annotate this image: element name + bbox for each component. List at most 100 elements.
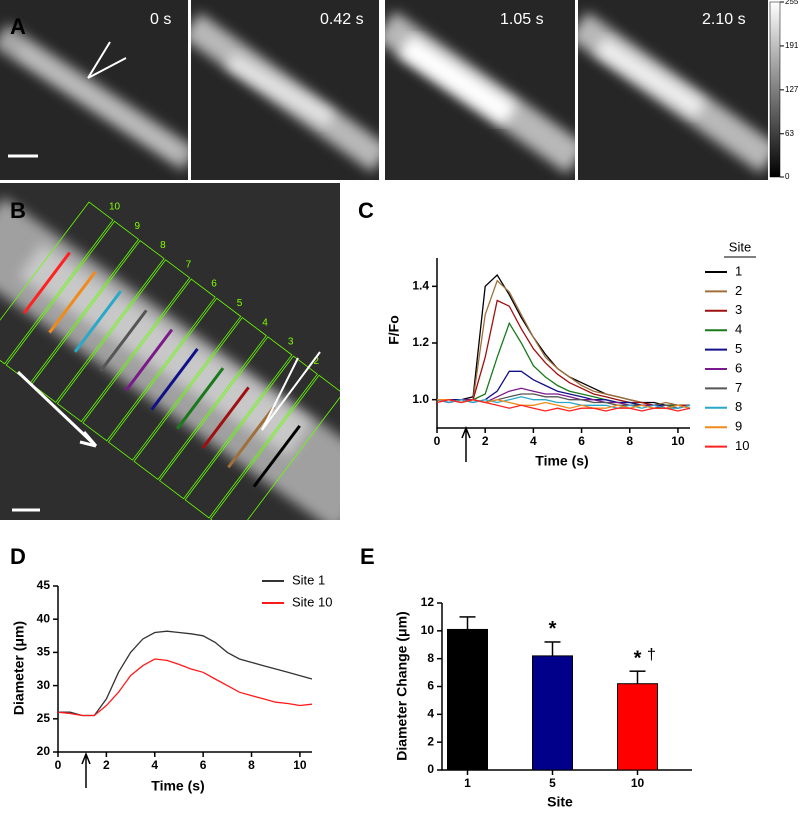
y-tick-label: 40 xyxy=(37,611,51,625)
x-tick-label: 4 xyxy=(151,758,158,772)
roi-line xyxy=(252,425,301,488)
timestamp: 0 s xyxy=(150,11,171,28)
roi-line xyxy=(48,270,97,334)
bar xyxy=(532,655,573,771)
colorbar-tick-label: 255 xyxy=(785,0,799,6)
timestamp: 0.42 s xyxy=(320,11,364,28)
panel-label: D xyxy=(10,544,26,569)
roi-box xyxy=(82,278,216,442)
roi-label: 3 xyxy=(288,337,294,348)
roi-label: 7 xyxy=(186,259,192,270)
x-tick-label: 8 xyxy=(626,434,633,448)
significance-mark: * xyxy=(549,618,557,640)
legend-label: 10 xyxy=(735,438,749,453)
roi-label: 1 xyxy=(339,375,345,386)
series-line xyxy=(57,658,313,717)
roi-line xyxy=(22,251,71,315)
legend-label: 1 xyxy=(735,263,742,278)
legend-label: 8 xyxy=(735,399,742,414)
series-line xyxy=(436,299,690,406)
legend-title: Site xyxy=(729,239,751,254)
y-tick-label: 8 xyxy=(427,651,434,665)
panel-label: C xyxy=(358,198,374,223)
roi-line xyxy=(150,347,199,411)
panel-label: E xyxy=(360,544,375,569)
x-tick-label: 4 xyxy=(530,434,537,448)
y-tick-label: 1.4 xyxy=(412,279,429,293)
roi-box xyxy=(184,355,318,519)
panel-a-images xyxy=(0,0,781,180)
x-axis-label: Time (s) xyxy=(535,453,588,469)
roi-label: 4 xyxy=(262,317,268,328)
y-tick-label: 4 xyxy=(427,707,434,721)
roi-box xyxy=(56,259,191,423)
roi-box xyxy=(31,239,165,403)
stimulus-arrow xyxy=(81,751,91,788)
roi-line xyxy=(124,328,174,392)
y-tick-label: 1.2 xyxy=(412,335,429,349)
roi-label: 9 xyxy=(135,221,141,232)
y-tick-label: 30 xyxy=(37,678,51,692)
roi-label: 10 xyxy=(109,202,121,213)
legend-label: 9 xyxy=(735,419,742,434)
legend-label: 4 xyxy=(735,322,742,337)
legend-label: 7 xyxy=(735,380,742,395)
y-tick-label: 35 xyxy=(37,645,51,659)
x-tick-label: 10 xyxy=(671,434,685,448)
legend-label: 2 xyxy=(735,283,742,298)
roi-line xyxy=(176,367,225,430)
roi-box xyxy=(0,201,114,365)
x-tick-label: 10 xyxy=(631,776,645,790)
y-tick-label: 25 xyxy=(37,711,51,725)
legend-label: 3 xyxy=(735,302,742,317)
y-tick-label: 12 xyxy=(421,595,435,609)
roi-box xyxy=(107,297,242,461)
y-axis-label: F/Fo xyxy=(386,315,402,345)
x-tick-label: 8 xyxy=(248,758,255,772)
series-line xyxy=(437,399,691,409)
roi-label: 5 xyxy=(237,298,243,309)
y-tick-label: 0 xyxy=(427,762,434,776)
colorbar-tick-label: 0 xyxy=(785,172,790,181)
timestamp: 2.10 s xyxy=(702,11,746,28)
legend-label: 5 xyxy=(735,341,742,356)
y-tick-label: 20 xyxy=(37,744,51,758)
legend-label: Site 1 xyxy=(292,572,325,587)
timestamp: 1.05 s xyxy=(500,11,544,28)
y-tick-label: 2 xyxy=(427,734,434,748)
significance-mark: * xyxy=(634,647,642,669)
roi-line xyxy=(227,405,276,469)
roi-box xyxy=(133,317,267,480)
roi-label: 2 xyxy=(313,356,319,367)
roi-line xyxy=(73,290,122,353)
x-tick-label: 2 xyxy=(482,434,489,448)
colorbar-tick-label: 191 xyxy=(785,41,799,50)
y-tick-label: 45 xyxy=(37,578,51,592)
colorbar-tick-label: 127 xyxy=(785,85,799,94)
series-line xyxy=(436,399,691,412)
y-axis-label: Diameter Change (μm) xyxy=(394,611,410,760)
colorbar-tick-label: 63 xyxy=(785,129,794,138)
x-axis-label: Site xyxy=(547,794,573,810)
roi-box xyxy=(158,336,293,500)
panel-label: B xyxy=(10,198,26,223)
significance-mark: † xyxy=(647,646,656,663)
series-line xyxy=(437,279,690,406)
bar xyxy=(617,683,658,771)
stimulus-arrow xyxy=(461,425,471,462)
y-axis-label: Diameter (μm) xyxy=(11,621,27,715)
x-tick-label: 6 xyxy=(578,434,585,448)
legend-label: Site 10 xyxy=(292,594,332,609)
panel-label: A xyxy=(10,14,26,39)
roi-line xyxy=(99,309,148,372)
roi-box xyxy=(210,374,340,520)
x-tick-label: 6 xyxy=(200,758,207,772)
y-tick-label: 6 xyxy=(427,679,434,693)
roi-label: 6 xyxy=(211,279,217,290)
bar xyxy=(447,628,488,771)
roi-line xyxy=(201,386,250,449)
y-tick-label: 1.0 xyxy=(412,392,429,406)
x-axis-label: Time (s) xyxy=(151,778,204,794)
y-tick-label: 10 xyxy=(421,623,435,637)
